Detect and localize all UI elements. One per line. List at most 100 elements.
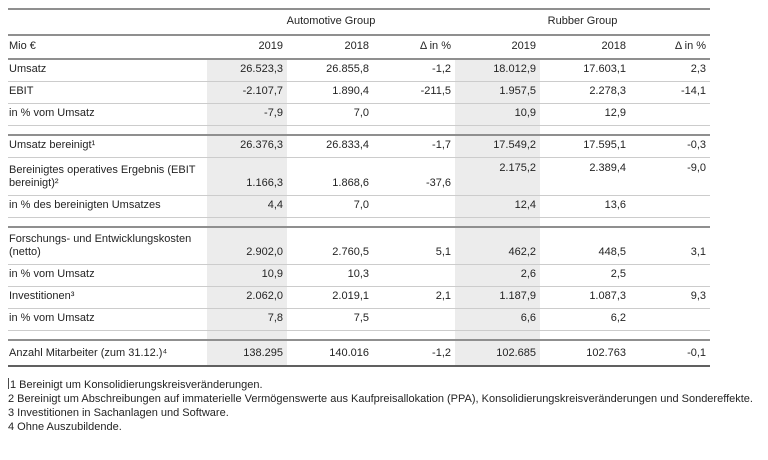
table-cell: 2,3 bbox=[690, 63, 707, 75]
table-cell: 10,9 bbox=[455, 103, 541, 126]
table-cell: 12,9 bbox=[604, 107, 627, 119]
empty-cell bbox=[630, 126, 710, 136]
table-cell: 6,2 bbox=[610, 312, 627, 324]
table-cell: 462,2 bbox=[455, 227, 541, 265]
table-cell: 448,5 bbox=[598, 246, 627, 258]
table-cell: -37,6 bbox=[425, 177, 452, 189]
table-row: in % des bereinigten Umsatzes 4,4 7,0 12… bbox=[8, 195, 711, 218]
empty-cell bbox=[207, 125, 287, 135]
table-cell bbox=[373, 265, 455, 287]
empty-cell bbox=[8, 218, 207, 228]
table-cell: -1,2 bbox=[432, 63, 452, 75]
table-row: in % vom Umsatz 10,9 10,3 2,6 2,5 bbox=[8, 264, 711, 287]
table-cell bbox=[630, 104, 710, 126]
table-cell: -14,1 bbox=[680, 85, 707, 97]
table-cell: 2.902,0 bbox=[207, 227, 287, 265]
row-label: Investitionen³ bbox=[9, 290, 75, 302]
empty-cell bbox=[540, 331, 630, 341]
table-cell: -2.107,7 bbox=[207, 81, 287, 104]
col-header: 2019 bbox=[511, 40, 537, 52]
footnote-text: 4 Ohne Auszubildende. bbox=[8, 421, 122, 433]
table-cell: 7,5 bbox=[353, 312, 369, 324]
table-cell: 138.295 bbox=[207, 340, 287, 366]
table-cell: 10,3 bbox=[347, 268, 369, 280]
table-cell: 7,0 bbox=[353, 199, 369, 211]
table-cell bbox=[373, 104, 455, 126]
table-cell: -211,5 bbox=[420, 85, 452, 97]
table-cell: 2.019,1 bbox=[332, 290, 369, 302]
table-cell: 26.855,8 bbox=[326, 63, 369, 75]
table-row: Umsatz bereinigt¹ 26.376,3 26.833,4 -1,7… bbox=[8, 135, 711, 158]
table-cell: 1.957,5 bbox=[455, 81, 541, 104]
footnotes: 1 Bereinigt um Konsolidierungskreisverän… bbox=[8, 378, 756, 434]
table-row: in % vom Umsatz -7,9 7,0 10,9 12,9 bbox=[8, 103, 711, 126]
empty-cell bbox=[540, 218, 630, 228]
table-row: Automotive Group Rubber Group bbox=[8, 9, 711, 35]
table-cell: 2,6 bbox=[455, 264, 541, 287]
table-cell: 140.016 bbox=[329, 347, 369, 359]
empty-cell bbox=[8, 9, 207, 35]
empty-cell bbox=[287, 126, 373, 136]
table-cell: 26.833,4 bbox=[326, 139, 369, 151]
table-cell: -7,9 bbox=[207, 103, 287, 126]
table-cell: 26.376,3 bbox=[207, 135, 287, 158]
segment-report-table: Automotive Group Rubber Group Mio € 2019… bbox=[8, 8, 711, 367]
table-cell: -0,1 bbox=[687, 347, 707, 359]
table-row: Bereinigtes operatives Ergebnis (EBIT be… bbox=[8, 157, 711, 196]
table-cell: -9,0 bbox=[687, 162, 707, 174]
empty-cell bbox=[373, 126, 455, 136]
col-header: Δ in % bbox=[419, 40, 452, 52]
table-cell: 2,1 bbox=[435, 290, 452, 302]
empty-cell bbox=[287, 218, 373, 228]
table-row: Mio € 2019 2018 Δ in % 2019 2018 Δ in % bbox=[8, 35, 711, 59]
spacer-row bbox=[8, 125, 711, 136]
col-header: 2019 bbox=[258, 40, 283, 52]
table-row: EBIT -2.107,7 1.890,4 -211,5 1.957,5 2.2… bbox=[8, 81, 711, 104]
empty-cell bbox=[630, 218, 710, 228]
table-cell: 5,1 bbox=[435, 246, 452, 258]
table-cell: 2.760,5 bbox=[332, 246, 369, 258]
footnote-1: 1 Bereinigt um Konsolidierungskreisverän… bbox=[8, 378, 756, 392]
table-cell: 1.166,3 bbox=[207, 157, 287, 196]
table-cell: 4,4 bbox=[207, 195, 287, 218]
footnote-4: 4 Ohne Auszubildende. bbox=[8, 420, 756, 434]
empty-cell bbox=[207, 330, 287, 340]
table-cell: -1,2 bbox=[432, 347, 452, 359]
empty-cell bbox=[630, 331, 710, 341]
table-cell: 1.868,6 bbox=[332, 177, 369, 189]
row-label: in % vom Umsatz bbox=[9, 107, 95, 119]
table-cell: 13,6 bbox=[604, 199, 627, 211]
empty-cell bbox=[373, 331, 455, 341]
text-cursor bbox=[8, 378, 9, 389]
table-cell: 17.603,1 bbox=[583, 63, 627, 75]
table-cell: 2,5 bbox=[610, 268, 627, 280]
empty-cell bbox=[455, 217, 541, 227]
footnote-2: 2 Bereinigt um Abschreibungen auf immate… bbox=[8, 392, 756, 406]
table-cell: 17.595,1 bbox=[583, 139, 627, 151]
row-label: Bereinigtes operatives Ergebnis (EBIT be… bbox=[9, 164, 196, 189]
empty-cell bbox=[540, 126, 630, 136]
table-cell bbox=[373, 196, 455, 218]
table-cell: 26.523,3 bbox=[207, 59, 287, 82]
empty-cell bbox=[455, 330, 541, 340]
table-cell: 2.175,2 bbox=[455, 157, 541, 196]
row-label: Forschungs- und Entwicklungskosten (nett… bbox=[9, 233, 192, 258]
table-row: in % vom Umsatz 7,8 7,5 6,6 6,2 bbox=[8, 308, 711, 331]
empty-cell bbox=[207, 217, 287, 227]
table-cell: 102.763 bbox=[586, 347, 627, 359]
row-label: in % vom Umsatz bbox=[9, 268, 95, 280]
row-label: Anzahl Mitarbeiter (zum 31.12.)⁴ bbox=[9, 347, 168, 359]
empty-cell bbox=[373, 218, 455, 228]
footnote-text: 2 Bereinigt um Abschreibungen auf immate… bbox=[8, 393, 753, 405]
table-cell bbox=[630, 309, 710, 331]
table-cell: 2.278,3 bbox=[589, 85, 627, 97]
group-header-rubber: Rubber Group bbox=[547, 15, 618, 27]
table-cell bbox=[630, 196, 710, 218]
table-cell: 1.187,9 bbox=[455, 286, 541, 309]
table-cell: 2.389,4 bbox=[589, 162, 627, 174]
table-cell: 9,3 bbox=[690, 290, 707, 302]
table-cell: 6,6 bbox=[455, 308, 541, 331]
group-header-automotive: Automotive Group bbox=[286, 15, 376, 27]
table-cell: -1,7 bbox=[432, 139, 452, 151]
table-cell: 10,9 bbox=[207, 264, 287, 287]
